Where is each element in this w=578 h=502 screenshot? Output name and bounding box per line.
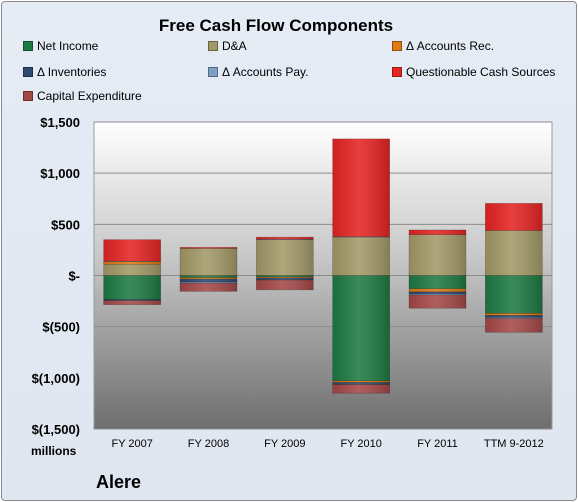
bar-segment-shade: [256, 280, 314, 290]
legend-swatch: [23, 67, 33, 77]
bar-segment-shade: [332, 380, 390, 383]
bar-segment-shade: [180, 277, 237, 280]
bar-segment-shade: [256, 239, 314, 276]
bar-segment-shade: [103, 299, 161, 301]
legend-label: D&A: [222, 39, 247, 53]
legend-item-accounts-rec: Δ Accounts Rec.: [392, 39, 494, 53]
bar-segment-shade: [256, 237, 314, 240]
legend-label: Δ Accounts Pay.: [222, 65, 309, 79]
bar-segment-shade: [103, 300, 161, 305]
legend-item-capital-expenditure: Capital Expenditure: [23, 89, 142, 103]
bar-segment-shade: [256, 278, 314, 281]
x-tick-label: FY 2011: [417, 438, 458, 450]
x-tick-label: TTM 9-2012: [484, 438, 544, 450]
bar-segment-shade: [485, 275, 543, 314]
y-tick-label: $500: [51, 217, 80, 232]
y-tick-label: $(1,000): [32, 371, 80, 386]
chart-title: Free Cash Flow Components: [158, 16, 394, 35]
bar-segment-shade: [103, 264, 161, 276]
bar-segment-shade: [180, 275, 237, 278]
bar-segment-shade: [103, 239, 161, 262]
legend-item-net-income: Net Income: [23, 39, 98, 53]
legend-label: Questionable Cash Sources: [406, 65, 556, 79]
bar-segment-shade: [332, 237, 390, 276]
bar-segment-shade: [409, 294, 466, 309]
y-tick-label: $1,500: [40, 115, 80, 130]
legend-swatch: [208, 41, 218, 51]
bar-segment-shade: [180, 283, 237, 292]
bar-segment-shade: [409, 275, 466, 289]
units-label: millions: [31, 444, 77, 458]
bar-segment-shade: [256, 275, 314, 278]
bar-segment-shade: [485, 203, 543, 231]
legend-swatch: [23, 91, 33, 101]
bar-segment-shade: [409, 288, 466, 292]
bar-segment-shade: [332, 382, 390, 385]
legend-swatch: [208, 67, 218, 77]
bar-segment-shade: [332, 138, 390, 237]
x-tick-label: FY 2007: [111, 438, 152, 450]
x-tick-label: FY 2010: [340, 438, 381, 450]
legend-item-inventories: Δ Inventories: [23, 65, 106, 79]
bar-segment-shade: [256, 277, 314, 279]
bar-segment-shade: [180, 247, 237, 249]
bar-segment-shade: [332, 275, 390, 381]
bar-segment-shade: [332, 384, 390, 394]
bar-segment-shade: [180, 279, 237, 283]
legend-item-questionable-cash-sources: Questionable Cash Sources: [392, 65, 555, 79]
bar-segment-shade: [409, 234, 466, 276]
legend-swatch: [392, 67, 402, 77]
bar-segment-shade: [256, 239, 314, 240]
x-tick-label: FY 2008: [188, 438, 229, 450]
bar-segment-shade: [409, 291, 466, 294]
bar-segment-shade: [180, 248, 237, 276]
bar-segment-shade: [485, 230, 543, 276]
company-label: Alere: [96, 472, 142, 492]
bar-segment-shade: [409, 229, 466, 235]
legend-item-accounts-pay: Δ Accounts Pay.: [208, 65, 309, 79]
bar-segment-shade: [332, 236, 390, 238]
legend-label: Net Income: [37, 39, 99, 53]
x-tick-label: FY 2009: [264, 438, 305, 450]
legend-swatch: [392, 41, 402, 51]
bar-segment-shade: [103, 261, 161, 265]
legend-label: Δ Inventories: [37, 65, 107, 79]
y-tick-label: $(1,500): [32, 422, 80, 437]
bar-segment-shade: [180, 282, 237, 284]
y-tick-label: $-: [68, 269, 80, 284]
bar-segment-shade: [485, 318, 543, 333]
bar-segment-shade: [485, 315, 543, 318]
legend-label: Δ Accounts Rec.: [406, 39, 495, 53]
legend-item-d-a: D&A: [208, 39, 247, 53]
bar-segment-shade: [485, 313, 543, 316]
bar-segment-shade: [409, 293, 466, 295]
bar-segment-shade: [485, 317, 543, 319]
y-tick-label: $1,000: [40, 166, 80, 181]
legend-swatch: [23, 41, 33, 51]
y-tick-label: $(500): [42, 320, 80, 335]
bar-segment-shade: [103, 275, 161, 300]
bar-segment-shade: [103, 261, 161, 262]
legend-label: Capital Expenditure: [37, 89, 142, 103]
